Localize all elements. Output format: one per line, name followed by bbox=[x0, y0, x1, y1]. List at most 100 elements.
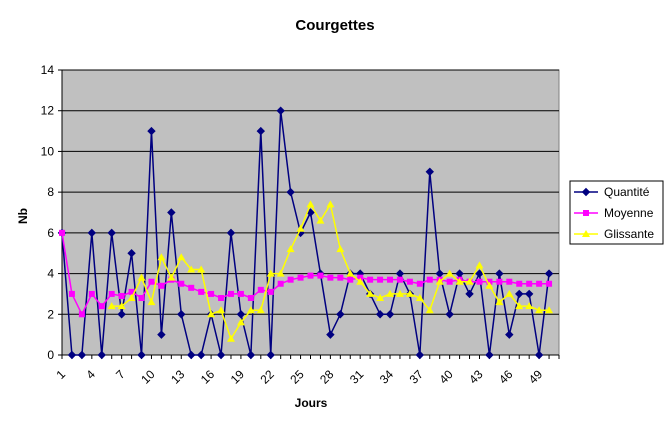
data-point bbox=[386, 289, 395, 297]
data-point bbox=[236, 310, 246, 319]
data-point bbox=[87, 228, 97, 238]
data-point bbox=[256, 126, 266, 136]
data-point bbox=[455, 277, 464, 285]
data-point bbox=[495, 269, 504, 278]
data-point bbox=[117, 310, 126, 319]
data-point bbox=[147, 126, 156, 136]
data-point bbox=[327, 274, 334, 281]
data-point bbox=[297, 274, 304, 281]
legend-label: Moyenne bbox=[604, 206, 654, 220]
data-point bbox=[127, 249, 136, 258]
data-point bbox=[536, 280, 543, 287]
data-point bbox=[246, 350, 256, 360]
data-point bbox=[137, 350, 146, 360]
data-point bbox=[505, 289, 514, 297]
data-point bbox=[216, 350, 226, 360]
y-tick-label: 2 bbox=[47, 307, 54, 321]
data-point bbox=[107, 228, 116, 238]
data-point bbox=[158, 282, 165, 289]
data-point bbox=[196, 350, 206, 360]
series-2 bbox=[107, 200, 554, 342]
data-point bbox=[445, 269, 454, 277]
legend-item: Quantité bbox=[574, 185, 650, 199]
data-point bbox=[107, 302, 116, 310]
data-point bbox=[496, 278, 503, 285]
chart-title: Courgettes bbox=[295, 17, 374, 34]
data-point bbox=[128, 288, 135, 295]
data-point bbox=[515, 302, 524, 310]
data-point bbox=[77, 350, 87, 360]
data-point bbox=[426, 276, 433, 283]
data-point bbox=[256, 306, 265, 314]
data-point bbox=[326, 330, 335, 339]
data-point bbox=[227, 290, 234, 297]
x-tick-label: 10 bbox=[138, 367, 158, 387]
data-point bbox=[307, 272, 314, 279]
data-point bbox=[157, 253, 166, 261]
data-point bbox=[236, 318, 245, 326]
data-point bbox=[465, 277, 474, 285]
data-point bbox=[465, 289, 474, 299]
legend-label: Glissante bbox=[604, 227, 654, 241]
x-tick-label: 28 bbox=[317, 367, 337, 387]
data-point bbox=[208, 290, 215, 297]
x-tick-label: 31 bbox=[347, 367, 367, 387]
data-point bbox=[97, 350, 106, 360]
data-point bbox=[257, 286, 264, 293]
data-point bbox=[395, 289, 404, 297]
x-axis-label: Jours bbox=[295, 396, 328, 410]
data-point bbox=[377, 276, 384, 283]
x-tick-label: 4 bbox=[83, 367, 98, 382]
data-point bbox=[525, 302, 534, 310]
data-point bbox=[475, 261, 484, 269]
y-tick-label: 8 bbox=[47, 185, 54, 199]
data-point bbox=[346, 269, 355, 277]
data-point bbox=[276, 106, 285, 115]
data-point bbox=[118, 292, 125, 299]
data-point bbox=[67, 350, 77, 360]
data-point bbox=[237, 290, 244, 297]
data-point bbox=[207, 310, 216, 318]
x-tick-label: 37 bbox=[407, 367, 427, 387]
data-point bbox=[226, 228, 236, 238]
x-tick-label: 40 bbox=[436, 367, 456, 387]
legend: Quantité Moyenne Glissante bbox=[569, 180, 664, 245]
data-point bbox=[445, 310, 454, 319]
data-point bbox=[266, 269, 275, 277]
data-point bbox=[416, 280, 423, 287]
legend-label: Quantité bbox=[604, 185, 650, 199]
data-point bbox=[415, 294, 424, 301]
data-point bbox=[218, 295, 225, 301]
y-tick-label: 10 bbox=[41, 144, 55, 158]
data-point bbox=[68, 290, 75, 297]
data-point bbox=[387, 276, 394, 283]
data-point bbox=[545, 306, 554, 314]
data-point bbox=[446, 278, 453, 285]
x-tick-label: 34 bbox=[377, 367, 397, 387]
data-point bbox=[406, 278, 413, 285]
data-point bbox=[415, 350, 425, 360]
y-tick-label: 0 bbox=[47, 348, 54, 362]
legend-marker bbox=[582, 230, 590, 237]
data-point bbox=[495, 298, 504, 306]
x-tick-label: 19 bbox=[228, 367, 248, 387]
data-point bbox=[316, 216, 325, 224]
data-point bbox=[396, 276, 403, 283]
data-point bbox=[476, 278, 483, 285]
y-tick-label: 4 bbox=[47, 267, 54, 281]
x-tick-label: 16 bbox=[198, 367, 218, 387]
x-tick-label: 43 bbox=[466, 367, 486, 387]
x-tick-label: 49 bbox=[526, 367, 546, 387]
data-point bbox=[534, 350, 544, 360]
data-point bbox=[198, 288, 205, 295]
data-point bbox=[147, 298, 156, 306]
data-point bbox=[98, 303, 105, 310]
data-point bbox=[435, 277, 444, 285]
data-point bbox=[197, 265, 206, 273]
data-point bbox=[247, 295, 254, 301]
data-point bbox=[357, 274, 364, 281]
data-point bbox=[127, 294, 136, 301]
data-point bbox=[167, 208, 176, 217]
legend-marker bbox=[583, 210, 589, 216]
